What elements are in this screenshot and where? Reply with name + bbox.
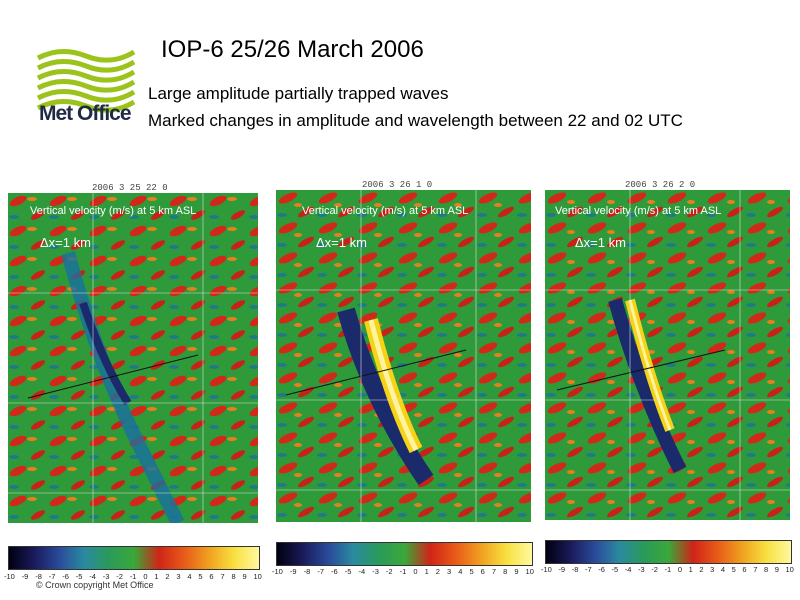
panel-2-colorbar-ticks: -10 -9 -8 -7 -6 -5 -4 -3 -2 -1 0 1 2 3 4 5 6 7 8 9 10: [272, 567, 534, 576]
colorbar-tick: -10: [4, 572, 15, 581]
colorbar-tick: 0: [413, 567, 418, 576]
colorbar-tick: -1: [399, 567, 407, 576]
colorbar-tick: 4: [720, 565, 726, 574]
colorbar-tick: 8: [231, 572, 236, 581]
panel-1-caption: Vertical velocity (m/s) at 5 km ASL: [30, 205, 197, 217]
colorbar-tick: 1: [424, 567, 429, 576]
colorbar-tick: 6: [742, 565, 747, 574]
colorbar-tick: -5: [75, 572, 83, 581]
panel-1-colorbar: [8, 546, 260, 570]
subtitle-2: Marked changes in amplitude and waveleng…: [148, 111, 683, 130]
colorbar-tick: 9: [774, 565, 779, 574]
colorbar-tick: -2: [116, 572, 123, 581]
colorbar-tick: -9: [21, 572, 29, 581]
colorbar-tick: -3: [638, 565, 645, 574]
colorbar-tick: 6: [209, 572, 214, 581]
colorbar-tick: 7: [220, 572, 225, 581]
panel-2-map: [276, 190, 531, 522]
panel-2-field: [276, 190, 531, 522]
copyright: © Crown copyright Met Office: [36, 580, 154, 590]
colorbar-tick: 7: [491, 567, 497, 576]
panel-1-field: [8, 193, 258, 523]
colorbar-tick: 4: [187, 572, 192, 581]
colorbar-tick: 8: [763, 565, 769, 574]
colorbar-tick: -7: [317, 567, 324, 576]
colorbar-tick: 10: [785, 565, 794, 574]
panel-1-dx: Δx=1 km: [40, 235, 91, 250]
colorbar-tick: -6: [62, 572, 69, 581]
colorbar-tick: -2: [385, 567, 393, 576]
panel-1-map: [8, 193, 258, 523]
colorbar-tick: 5: [469, 567, 474, 576]
colorbar-tick: -3: [102, 572, 110, 581]
colorbar-tick: -6: [331, 567, 338, 576]
panel-2-dx: Δx=1 km: [316, 235, 367, 250]
panel-1-timestamp: 2006 3 25 22 0: [92, 183, 168, 193]
colorbar-tick: -4: [624, 565, 632, 574]
colorbar-tick: 8: [503, 567, 508, 576]
colorbar-tick: -9: [558, 565, 566, 574]
colorbar-tick: -5: [611, 565, 619, 574]
met-office-logo-icon: [36, 49, 136, 113]
colorbar-tick: 10: [253, 572, 262, 581]
logo-text: Met Office: [39, 102, 132, 125]
colorbar-tick: 2: [699, 565, 704, 574]
colorbar-tick: 7: [753, 565, 758, 574]
panel-3-field: [545, 190, 790, 520]
panel-2-timestamp: 2006 3 26 1 0: [362, 180, 433, 190]
colorbar-tick: 3: [176, 572, 181, 581]
colorbar-tick: 9: [242, 572, 247, 581]
colorbar-tick: -5: [344, 567, 352, 576]
colorbar-tick: 3: [710, 565, 715, 574]
colorbar-tick: 0: [677, 565, 682, 574]
panel-3-map: [545, 190, 790, 520]
colorbar-tick: -2: [651, 565, 658, 574]
colorbar-tick: -6: [598, 565, 605, 574]
colorbar-tick: 2: [435, 567, 440, 576]
colorbar-tick: 4: [458, 567, 463, 576]
panel-3-colorbar-ticks: -10 -9 -8 -7 -6 -5 -4 -3 -2 -1 0 1 2 3 4 5 6 7 8 9 10: [541, 565, 794, 574]
colorbar-tick: 1: [688, 565, 693, 574]
colorbar-tick: -3: [372, 567, 379, 576]
panel-3-caption: Vertical velocity (m/s) at 5 km ASL: [555, 205, 722, 217]
colorbar-tick: -10: [272, 567, 283, 576]
colorbar-tick: 6: [480, 567, 485, 576]
colorbar-tick: 10: [525, 567, 534, 576]
colorbar-tick: 9: [514, 567, 519, 576]
colorbar-tick: -7: [584, 565, 592, 574]
colorbar-tick: -1: [664, 565, 672, 574]
colorbar-tick: -4: [89, 572, 96, 581]
colorbar-tick: -8: [35, 572, 42, 581]
colorbar-tick: -4: [358, 567, 366, 576]
panel-2-caption: Vertical velocity (m/s) at 5 km ASL: [302, 205, 469, 217]
panel-3-timestamp: 2006 3 26 2 0: [625, 180, 696, 190]
colorbar-tick: 3: [447, 567, 452, 576]
colorbar-tick: 0: [143, 572, 148, 581]
panel-3-dx: Δx=1 km: [575, 235, 626, 250]
colorbar-tick: -8: [303, 567, 311, 576]
panel-3-colorbar: [545, 540, 792, 564]
colorbar-tick: 5: [731, 565, 736, 574]
colorbar-tick: -8: [571, 565, 579, 574]
panel-1-colorbar-ticks: -10 -9 -8 -7 -6 -5 -4 -3 -2 -1 0 1 2 3 4 5 6 7 8 9 10: [4, 572, 262, 581]
colorbar-tick: 1: [154, 572, 159, 581]
subtitle-1: Large amplitude partially trapped waves: [148, 84, 449, 103]
colorbar-tick: 2: [165, 572, 170, 581]
panel-2-colorbar: [276, 542, 533, 566]
colorbar-tick: -7: [48, 572, 56, 581]
colorbar-tick: -1: [129, 572, 137, 581]
page-title: IOP-6 25/26 March 2006: [161, 36, 424, 63]
colorbar-tick: -10: [541, 565, 552, 574]
colorbar-tick: 5: [198, 572, 203, 581]
colorbar-tick: -9: [289, 567, 297, 576]
